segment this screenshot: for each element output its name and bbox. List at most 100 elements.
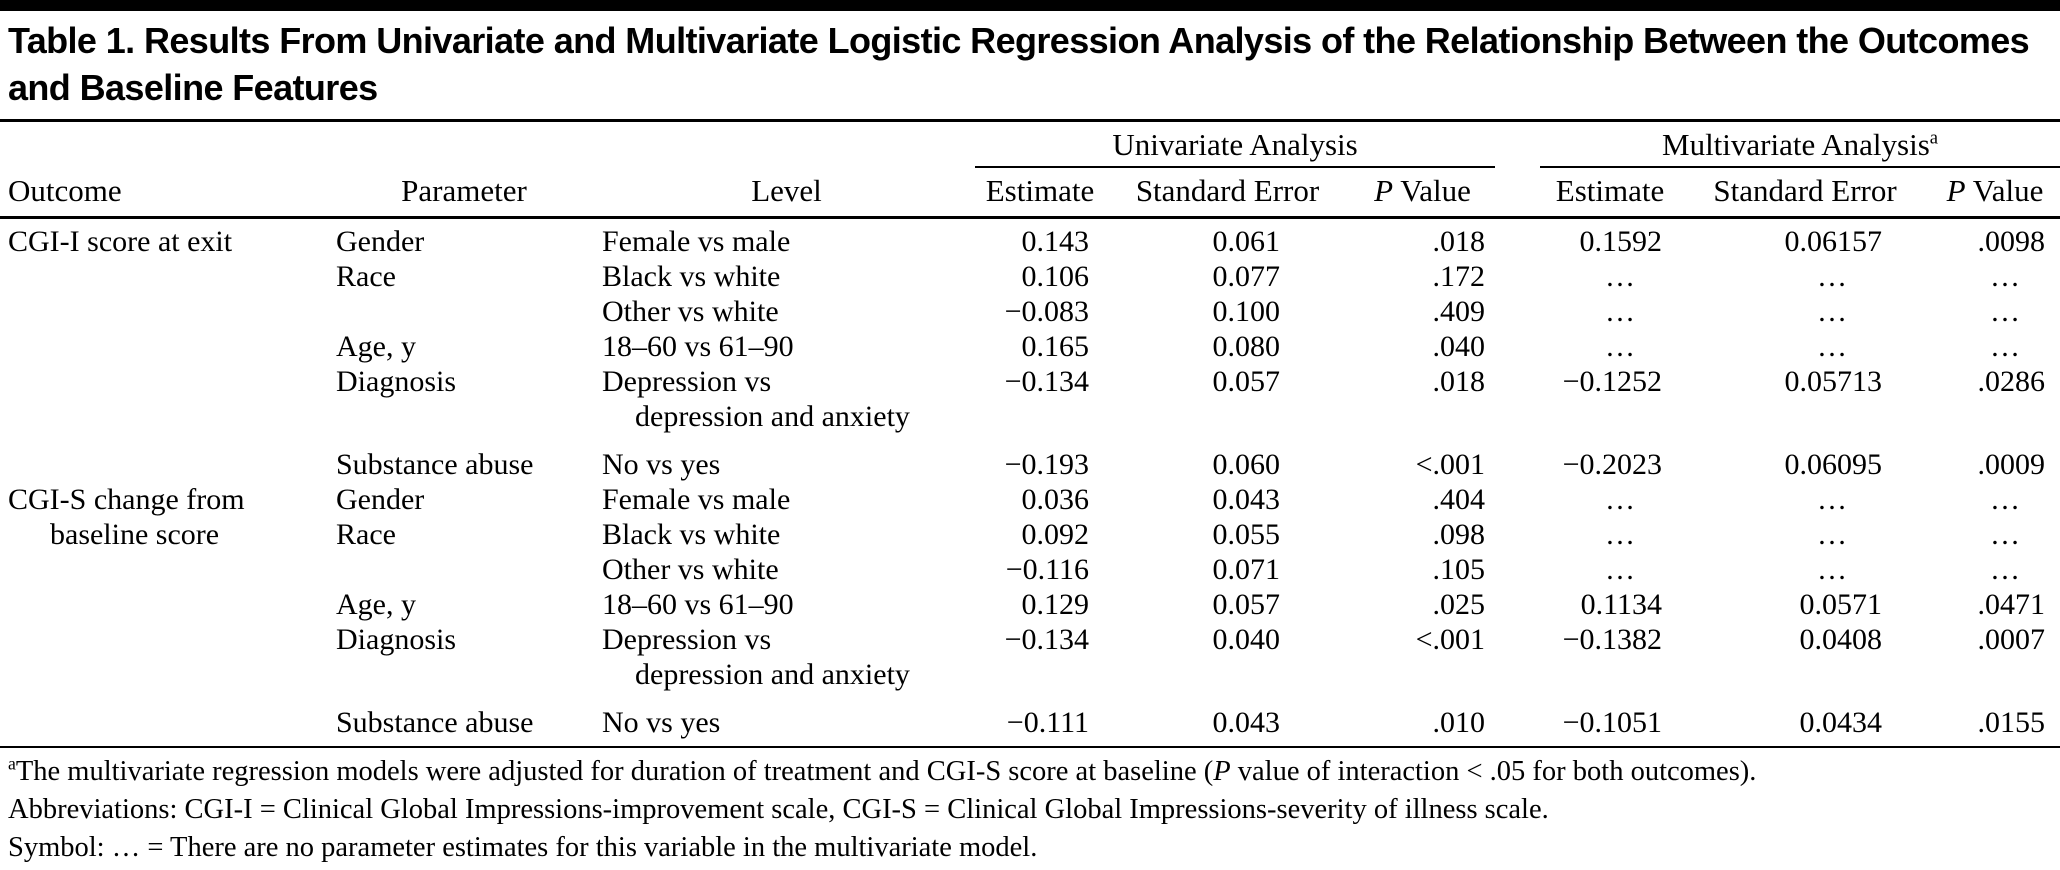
univariate-p-value-cell: .409 [1432, 295, 1486, 328]
column-gap-cell [1495, 447, 1540, 482]
table-row: Other vs white −0.116 0.071 .105 … … … [0, 552, 2060, 587]
table-row-continuation: depression and anxiety [0, 399, 2060, 447]
univariate-p-value-cell: .105 [1432, 553, 1486, 586]
multivariate-estimate-cell [1540, 657, 1680, 705]
p-italic: P [1213, 756, 1231, 787]
column-gap-cell [1495, 329, 1540, 364]
column-gap-cell [1495, 294, 1540, 329]
univariate-p-value-cell: <.001 [1415, 623, 1486, 656]
table-row: baseline score Race Black vs white 0.092… [0, 517, 2060, 552]
multivariate-p-value-cell: … [1990, 483, 2021, 516]
outcome-cell [0, 587, 330, 622]
level-cell: No vs yes [602, 448, 721, 481]
outcome-cell: CGI-S change from [8, 483, 245, 516]
multivariate-estimate-cell: −0.1382 [1562, 623, 1663, 656]
multivariate-p-value-cell: … [1990, 330, 2021, 363]
level-column-header: Level [598, 167, 975, 219]
parameter-cell [330, 294, 598, 329]
parameter-cell: Diagnosis [336, 365, 456, 398]
multivariate-estimate-cell [1540, 399, 1680, 447]
multivariate-p-value-cell: .0286 [1977, 365, 2046, 398]
group-header-row: Univariate Analysis Multivariate Analysi… [0, 120, 2060, 168]
univariate-p-value-cell: .040 [1432, 330, 1486, 363]
level-cell: depression and anxiety [635, 658, 910, 691]
outcome-cell [0, 364, 330, 399]
multivariate-p-value-cell [1930, 657, 2060, 705]
outcome-cell: baseline score [50, 518, 220, 551]
level-cell: Other vs white [602, 295, 779, 328]
level-cell: No vs yes [602, 706, 721, 739]
multivariate-p-value-cell: … [1990, 553, 2021, 586]
column-gap-cell [1495, 482, 1540, 517]
multivariate-standard-error-cell: 0.06095 [1784, 448, 1883, 481]
univariate-estimate-cell: −0.083 [1004, 295, 1089, 328]
outcome-column-header: Outcome [0, 167, 330, 219]
regression-results-table: Univariate Analysis Multivariate Analysi… [0, 119, 2060, 748]
footnote-adjustment: aThe multivariate regression models were… [8, 753, 2060, 791]
univariate-estimate-cell: −0.116 [1005, 553, 1089, 586]
parameter-cell: Race [336, 260, 396, 293]
level-cell: Female vs male [602, 483, 791, 516]
univariate-standard-error-cell: 0.055 [1212, 518, 1281, 551]
multivariate-standard-error-cell: … [1817, 518, 1848, 551]
table-row: CGI-S change from Gender Female vs male … [0, 482, 2060, 517]
column-gap-cell [1495, 622, 1540, 657]
parameter-cell: Age, y [336, 588, 416, 621]
group-header-empty [0, 121, 975, 168]
univariate-p-value-cell: .172 [1432, 260, 1486, 293]
multivariate-estimate-cell: … [1605, 260, 1636, 293]
footnote-marker-a: a [8, 753, 16, 774]
multivariate-standard-error-cell [1680, 657, 1930, 705]
outcome-cell [0, 447, 330, 482]
multivariate-p-value-cell: .0098 [1977, 225, 2046, 258]
univariate-standard-error-cell [1105, 399, 1350, 447]
univariate-p-value-cell: .025 [1432, 588, 1486, 621]
univariate-p-value-cell: .010 [1432, 706, 1486, 739]
multivariate-p-value-cell: .0471 [1977, 588, 2046, 621]
univariate-estimate-cell: 0.106 [1021, 260, 1090, 293]
outcome-cell [0, 294, 330, 329]
multivariate-p-value-cell: .0155 [1977, 706, 2046, 739]
parameter-cell [330, 552, 598, 587]
multivariate-estimate-cell: 0.1592 [1579, 225, 1663, 258]
level-cell: Black vs white [602, 260, 781, 293]
p-italic: P [1374, 173, 1394, 208]
level-cell: Black vs white [602, 518, 781, 551]
univariate-estimate-cell: 0.165 [1021, 330, 1090, 363]
p-value-label: Value [1400, 173, 1471, 208]
level-cell: 18–60 vs 61–90 [602, 330, 794, 363]
table-row: Substance abuse No vs yes −0.193 0.060 <… [0, 447, 2060, 482]
footnote-text: The multivariate regression models were … [15, 756, 1214, 787]
univariate-standard-error-cell: 0.043 [1212, 483, 1281, 516]
table-row: Diagnosis Depression vs −0.134 0.057 .01… [0, 364, 2060, 399]
univariate-estimate-cell: −0.134 [1004, 365, 1089, 398]
univariate-p-value-cell [1350, 657, 1495, 705]
parameter-cell: Gender [336, 483, 425, 516]
multivariate-p-value-header: P Value [1930, 167, 2060, 219]
multivariate-standard-error-cell: 0.0408 [1799, 623, 1883, 656]
univariate-p-value-header: P Value [1350, 167, 1496, 219]
column-gap-cell [1495, 517, 1540, 552]
multivariate-estimate-cell: … [1605, 518, 1636, 551]
table-row-continuation: depression and anxiety [0, 657, 2060, 705]
univariate-estimate-cell: 0.129 [1021, 588, 1090, 621]
table-row: Age, y 18–60 vs 61–90 0.129 0.057 .025 0… [0, 587, 2060, 622]
univariate-estimate-cell: 0.143 [1021, 225, 1090, 258]
parameter-cell: Age, y [336, 330, 416, 363]
multivariate-p-value-cell: … [1990, 260, 2021, 293]
column-gap-cell [1495, 399, 1540, 447]
multivariate-standard-error-cell: … [1817, 295, 1848, 328]
parameter-cell [330, 399, 598, 447]
univariate-standard-error-cell: 0.080 [1212, 330, 1281, 363]
table-row: CGI-I score at exit Gender Female vs mal… [0, 218, 2060, 260]
parameter-column-header: Parameter [330, 167, 598, 219]
column-gap-cell [1495, 705, 1540, 747]
univariate-group-header: Univariate Analysis [975, 120, 1496, 168]
outcome-cell [0, 399, 330, 447]
multivariate-estimate-cell: … [1605, 295, 1636, 328]
univariate-standard-error-cell: 0.057 [1212, 365, 1281, 398]
footnote-abbreviations: Abbreviations: CGI-I = Clinical Global I… [8, 794, 1549, 825]
univariate-p-value-cell [1350, 399, 1495, 447]
univariate-standard-error-cell: 0.060 [1212, 448, 1281, 481]
univariate-estimate-cell: 0.092 [1021, 518, 1090, 551]
